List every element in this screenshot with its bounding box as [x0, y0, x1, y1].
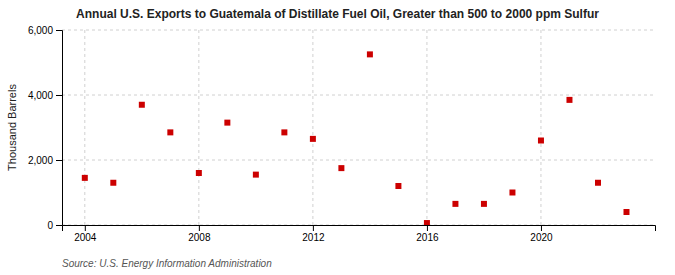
grid: [62, 30, 655, 225]
point: [595, 180, 601, 186]
point: [196, 170, 202, 176]
tick-mark: [56, 225, 62, 226]
point: [395, 183, 401, 189]
tick-label: 0: [47, 220, 53, 231]
points: [82, 51, 630, 225]
grid-line: [84, 30, 85, 225]
point: [566, 97, 572, 103]
tick: 2020: [530, 225, 553, 243]
point: [82, 175, 88, 181]
tick-mark: [427, 225, 428, 231]
tick-label: 2016: [416, 232, 439, 243]
tick: 2008: [188, 225, 211, 243]
tick-label: 6,000: [28, 25, 53, 36]
tick-label: 2020: [530, 232, 553, 243]
tick-label: 4,000: [28, 90, 53, 101]
tick-mark: [85, 225, 86, 231]
point: [253, 172, 259, 178]
point: [623, 209, 629, 215]
point: [424, 220, 430, 225]
plot-area: 2004 2008 2012 2016 2020 0 2,000 4,000 6,000: [28, 25, 656, 243]
axis-line: [56, 31, 63, 226]
y-axis: 0 2,000 4,000 6,000: [28, 25, 63, 231]
tick: 2012: [302, 225, 325, 243]
tick: 0: [47, 220, 62, 231]
point: [139, 102, 145, 108]
point: [310, 136, 316, 142]
point: [509, 190, 515, 196]
grid-line: [62, 95, 655, 96]
y-axis-title: Thousand Barrels: [6, 84, 18, 171]
grid-line: [62, 30, 655, 31]
grid-line: [540, 30, 541, 225]
tick-mark: [199, 225, 200, 231]
tick: 2016: [416, 225, 439, 243]
point: [338, 165, 344, 171]
annotation: Source: U.S. Energy Information Administ…: [62, 258, 272, 269]
tick-label: 2012: [302, 232, 325, 243]
point: [167, 129, 173, 135]
tick-label: 2008: [188, 232, 211, 243]
title: Annual U.S. Exports to Guatemala of Dist…: [76, 7, 599, 21]
tick-label: 2,000: [28, 155, 53, 166]
point: [452, 201, 458, 207]
tick-mark: [56, 95, 62, 96]
tick: 4,000: [28, 90, 62, 101]
tick: 6,000: [28, 25, 62, 36]
point: [224, 120, 230, 126]
point: [481, 201, 487, 207]
chart: 2004 2008 2012 2016 2020 0 2,000 4,000 6,000 Annu…: [0, 0, 675, 275]
point: [281, 129, 287, 135]
tick-mark: [56, 30, 62, 31]
tick-mark: [56, 160, 62, 161]
point: [367, 51, 373, 57]
point: [538, 138, 544, 144]
tick-mark: [541, 225, 542, 231]
grid-line: [312, 30, 313, 225]
tick-label: 2004: [74, 232, 97, 243]
grid-line: [426, 30, 427, 225]
x-axis: 2004 2008 2012 2016 2020: [63, 225, 656, 243]
grid-line: [198, 30, 199, 225]
tick-mark: [313, 225, 314, 231]
tick: 2,000: [28, 155, 62, 166]
tick: 2004: [74, 225, 97, 243]
grid-line: [62, 160, 655, 161]
point: [110, 180, 116, 186]
axis-line: [63, 226, 656, 232]
